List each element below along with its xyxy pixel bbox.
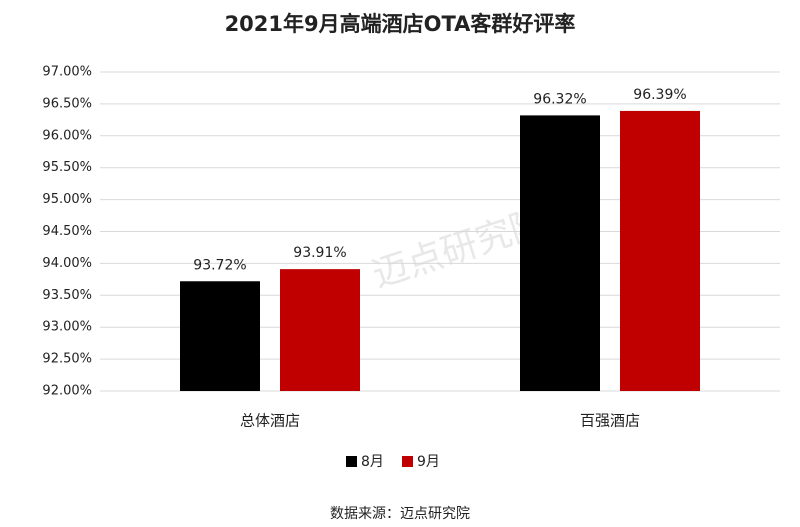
- bar: [180, 281, 260, 391]
- source-note: 数据来源：迈点研究院: [330, 506, 470, 522]
- y-tick-label: 94.50%: [42, 224, 92, 239]
- legend-label: 9月: [417, 454, 440, 470]
- y-tick-label: 92.50%: [42, 352, 92, 367]
- y-tick-label: 95.00%: [42, 192, 92, 207]
- value-label: 96.32%: [533, 91, 586, 107]
- legend-swatch: [402, 456, 413, 467]
- legend-label: 8月: [361, 454, 384, 470]
- x-tick-label: 总体酒店: [240, 412, 300, 430]
- y-tick-label: 93.00%: [42, 320, 92, 335]
- chart-title: 2021年9月高端酒店OTA客群好评率: [225, 12, 576, 36]
- y-tick-label: 96.50%: [42, 96, 92, 111]
- legend-swatch: [346, 456, 357, 467]
- value-label: 96.39%: [633, 87, 686, 103]
- bar: [520, 115, 600, 391]
- y-tick-label: 96.00%: [42, 128, 92, 143]
- y-tick-label: 92.00%: [42, 384, 92, 399]
- bar: [620, 110, 700, 391]
- y-tick-label: 94.00%: [42, 256, 92, 271]
- y-tick-label: 97.00%: [42, 65, 92, 80]
- y-tick-label: 95.50%: [42, 160, 92, 175]
- x-tick-label: 百强酒店: [580, 412, 640, 430]
- y-tick-label: 93.50%: [42, 288, 92, 303]
- value-label: 93.72%: [193, 257, 246, 273]
- bar: [280, 269, 360, 391]
- value-label: 93.91%: [293, 245, 346, 261]
